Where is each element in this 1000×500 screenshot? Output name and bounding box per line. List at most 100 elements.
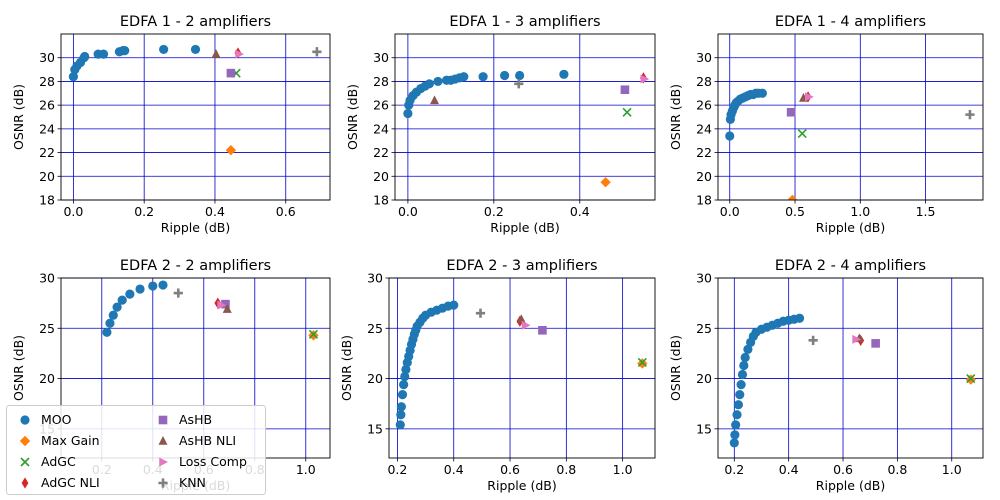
- axes-frame: [717, 277, 984, 459]
- x-tick-label: 0.5: [785, 204, 805, 219]
- point-moo: [730, 430, 740, 440]
- point-moo: [739, 360, 749, 371]
- point-moo: [396, 410, 406, 420]
- y-tick-label: 20: [367, 371, 383, 386]
- legend-glyph-adgc: [20, 456, 30, 467]
- legend-glyph-max-gain: [19, 435, 31, 446]
- legend-item-ashb: AsHB: [151, 409, 247, 430]
- y-tick-label: 30: [39, 50, 55, 65]
- subplot-1: 0.0 0.2 0.4 0.6 18 20 22 24 26 28 30 EDFA 1 - 2 amp…: [11, 14, 331, 235]
- y-tick-label: 25: [696, 321, 712, 336]
- legend-label-ashb: AsHB: [179, 412, 213, 427]
- point-moo: [400, 371, 410, 382]
- point-adgc: [308, 329, 318, 339]
- point-moo: [125, 289, 135, 299]
- x-axis-label: Ripple (dB): [487, 478, 556, 493]
- point-moo: [725, 131, 735, 141]
- x-tick-label: 0.8: [887, 462, 907, 477]
- legend-glyph-ashb: [158, 415, 168, 424]
- y-tick-label: 24: [373, 121, 389, 136]
- axes-frame: [388, 277, 656, 459]
- legend-item-adgc-nli: AdGC NLI: [13, 472, 100, 493]
- x-axis-label: Ripple (dB): [490, 220, 559, 235]
- point-ashb-nli: [222, 304, 232, 313]
- legend-label-ashb-nli: AsHB NLI: [179, 433, 237, 448]
- y-tick-label: 26: [39, 98, 55, 113]
- point-loss-comp: [640, 74, 650, 84]
- y-tick-label: 22: [373, 145, 389, 160]
- point-adgc: [797, 129, 807, 139]
- point-moo: [794, 313, 805, 323]
- legend-marker-max-gain-icon: [19, 435, 31, 446]
- y-tick-label: 28: [373, 74, 389, 89]
- point-loss-comp: [804, 92, 814, 102]
- axes-frame: [717, 33, 984, 201]
- legend-marker-adgc-icon: [20, 456, 30, 467]
- x-tick-label: 0.4: [779, 462, 799, 477]
- subplot-5: 0.2 0.4 0.6 0.8 1.0 15 20 25 30 EDFA 2 - 3 amplif…: [339, 258, 656, 493]
- legend-marker-knn-icon: [158, 477, 168, 488]
- subplot-title: EDFA 2 - 2 amplifiers: [120, 258, 271, 274]
- point-moo: [98, 49, 109, 59]
- y-tick-label: 18: [373, 193, 389, 208]
- legend-label-moo: MOO: [41, 412, 72, 427]
- y-tick-label: 20: [39, 169, 55, 184]
- x-tick-label: 0.6: [500, 462, 520, 477]
- point-knn: [514, 79, 524, 89]
- plot-area: [718, 34, 983, 200]
- point-moo: [102, 327, 112, 337]
- subplot-6: 0.2 0.4 0.6 0.8 1.0 15 20 25 30 EDFA 2 - 4 amplif…: [668, 258, 984, 493]
- y-tick-label: 20: [373, 169, 389, 184]
- subplot-title: EDFA 1 - 3 amplifiers: [449, 14, 600, 30]
- data-points: [729, 313, 976, 448]
- x-tick-label: 0.4: [444, 462, 464, 477]
- point-loss-comp: [235, 49, 245, 59]
- point-ashb-nli: [516, 314, 526, 323]
- subplot-3: 0.0 0.5 1.0 1.5 18 20 22 24 26 28 30 EDFA 1 - 4 amp…: [668, 14, 984, 235]
- point-knn: [965, 110, 975, 120]
- point-loss-comp: [217, 300, 227, 310]
- y-tick-label: 15: [696, 421, 712, 436]
- legend-label-adgc-nli: AdGC NLI: [41, 475, 100, 490]
- point-moo: [399, 379, 409, 390]
- y-tick-label: 30: [696, 50, 712, 65]
- point-moo: [449, 300, 459, 310]
- point-adgc: [622, 107, 632, 117]
- point-ashb-nli: [211, 49, 221, 58]
- point-moo: [396, 402, 406, 412]
- point-moo: [108, 310, 118, 320]
- point-moo: [731, 420, 741, 430]
- y-tick-label: 25: [39, 321, 55, 336]
- point-moo: [120, 46, 130, 56]
- point-max-gain: [600, 177, 611, 188]
- legend-item-knn: KNN: [151, 472, 247, 493]
- point-ashb: [221, 299, 230, 309]
- data-points: [102, 280, 319, 341]
- y-tick-label: 20: [39, 371, 55, 386]
- point-adgc: [966, 373, 976, 384]
- y-tick-label: 18: [696, 193, 712, 208]
- x-tick-label: 0.0: [720, 204, 740, 219]
- point-loss-comp: [521, 320, 531, 330]
- point-ashb-nli: [430, 95, 440, 105]
- legend-column-2: AsHB AsHB NLI Loss Comp KNN: [151, 409, 247, 493]
- x-tick-label: 1.5: [916, 204, 936, 219]
- subplot-title: EDFA 1 - 2 amplifiers: [120, 14, 271, 30]
- legend: MOO Max Gain AdGC AdGC NLI AsHB AsHB NLI…: [6, 405, 266, 495]
- point-moo: [499, 70, 510, 81]
- point-max-gain: [787, 194, 798, 200]
- subplot-title: EDFA 2 - 3 amplifiers: [446, 258, 597, 274]
- x-tick-label: 0.0: [63, 204, 83, 219]
- legend-item-loss-comp: Loss Comp: [151, 451, 247, 472]
- legend-label-knn: KNN: [179, 475, 206, 490]
- point-moo: [68, 72, 78, 82]
- legend-glyph-knn: [158, 477, 168, 488]
- point-moo: [424, 79, 434, 89]
- legend-glyph-ashb-nli: [158, 435, 168, 445]
- point-moo: [80, 51, 90, 62]
- point-moo: [135, 284, 145, 294]
- x-tick-label: 0.2: [387, 462, 407, 477]
- point-moo: [433, 76, 443, 87]
- y-tick-label: 20: [696, 169, 712, 184]
- point-moo: [117, 295, 127, 305]
